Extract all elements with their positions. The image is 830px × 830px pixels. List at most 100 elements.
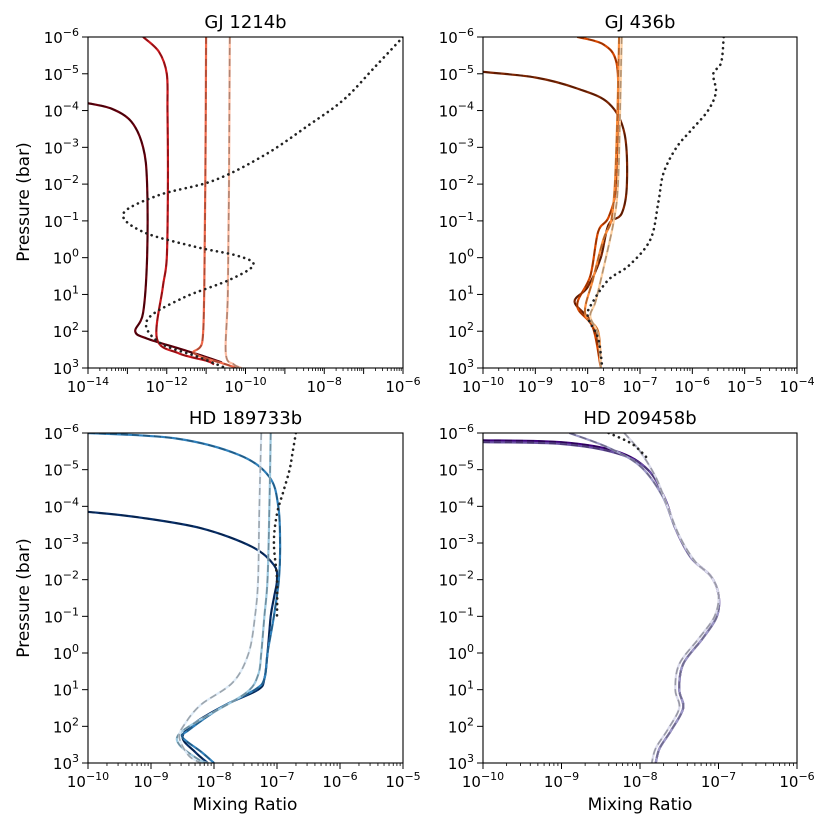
series-group (88, 37, 403, 368)
x-tick-label: 10−5 (385, 770, 420, 791)
panel-3: HD 189733b 10−10 10−9 10−8 10−7 10−6 10−5 10−6 1… (44, 408, 421, 791)
series-line-dashed (623, 433, 720, 763)
y-tick-label: 102 (448, 320, 474, 341)
x-tick-label: 10−9 (544, 770, 579, 791)
y-tick-label: 10−5 (439, 459, 474, 480)
axes-frame (87, 36, 404, 369)
x-tick-label: 10−7 (622, 375, 657, 396)
panel-title: GJ 436b (605, 12, 676, 33)
series-line (568, 433, 721, 763)
series-line (192, 37, 238, 368)
y-tick-label: 10−6 (44, 422, 79, 443)
x-tick-label: 10−9 (133, 770, 168, 791)
y-tick-label: 102 (448, 715, 474, 736)
y-tick-label: 10−5 (439, 63, 474, 84)
y-tick-label: 10−1 (439, 210, 474, 231)
series-line-dashed (589, 37, 623, 368)
series-line-dashed (88, 433, 281, 763)
series-line (483, 441, 721, 763)
panel-1: GJ 1214b 10−14 10−12 10−10 10−8 10−6 10−6 10−5 1… (44, 12, 421, 396)
series-line-dashed (175, 433, 272, 763)
x-axis-label-left: Mixing Ratio (193, 795, 298, 815)
x-tick-label: 10−8 (196, 770, 231, 791)
series-line (178, 433, 263, 763)
y-tick-label: 10−3 (439, 532, 474, 553)
x-tick-label: 10−10 (67, 770, 109, 791)
x-tick-label: 10−7 (701, 770, 736, 791)
x-axis-label-right: Mixing Ratio (588, 795, 693, 815)
x-tick-label: 10−4 (779, 375, 814, 396)
series-line (224, 37, 243, 368)
series-line-dashed (88, 511, 278, 763)
y-tick-label: 100 (448, 642, 474, 663)
x-tick-label: 10−5 (727, 375, 762, 396)
series-line-dashed (88, 102, 223, 364)
series-line-dashed (584, 37, 620, 368)
axes-frame (87, 432, 404, 764)
series-line (576, 37, 620, 368)
x-tick-label: 10−10 (462, 375, 504, 396)
axes-frame (482, 36, 798, 369)
y-tick-label: 10−5 (44, 63, 79, 84)
series-group (88, 433, 298, 763)
y-tick-label: 103 (448, 752, 474, 773)
y-tick-label: 101 (448, 283, 474, 304)
x-tick-label: 10−8 (307, 375, 342, 396)
series-line (88, 510, 279, 763)
series-line (88, 433, 282, 763)
y-tick-label: 100 (448, 247, 474, 268)
x-tick-label: 10−8 (622, 770, 657, 791)
series-line-dashed (224, 37, 242, 368)
y-tick-label: 10−4 (439, 495, 474, 516)
series-line-temperature (272, 433, 298, 618)
panel-2: GJ 436b 10−10 10−9 10−8 10−7 10−6 10−5 10−4 10−6… (439, 12, 815, 396)
y-tick-label: 101 (53, 283, 79, 304)
x-tick-label: 10−10 (462, 770, 504, 791)
y-tick-label: 10−1 (439, 605, 474, 626)
axes-frame (482, 432, 798, 764)
y-tick-label: 101 (53, 679, 79, 700)
y-tick-label: 102 (53, 320, 79, 341)
y-tick-label: 102 (53, 715, 79, 736)
y-tick-label: 10−6 (439, 422, 474, 443)
y-tick-label: 10−5 (44, 459, 79, 480)
y-tick-label: 10−4 (439, 100, 474, 121)
series-line-dashed (483, 71, 628, 368)
series-line-temperature (607, 433, 650, 460)
series-line-dashed (483, 439, 720, 763)
series-line-temperature (121, 37, 403, 368)
y-tick-label: 103 (448, 357, 474, 378)
y-tick-label: 10−3 (439, 136, 474, 157)
x-tick-label: 10−7 (259, 770, 294, 791)
series-line-dashed (192, 37, 238, 368)
y-tick-label: 10−1 (44, 605, 79, 626)
y-tick-label: 100 (53, 247, 79, 268)
series-group (483, 37, 725, 368)
panel-4: HD 209458b 10−10 10−9 10−8 10−7 10−6 10−6 10−5 1… (439, 408, 815, 791)
x-tick-label: 10−6 (779, 770, 814, 791)
y-tick-label: 10−6 (439, 26, 474, 47)
series-line-temperature (586, 37, 725, 368)
y-tick-label: 10−3 (44, 532, 79, 553)
y-tick-label: 10−2 (44, 173, 79, 194)
panel-title: HD 209458b (583, 408, 696, 429)
x-tick-label: 10−6 (675, 375, 710, 396)
x-tick-label: 10−12 (146, 375, 188, 396)
y-tick-label: 10−1 (44, 210, 79, 231)
y-tick-label: 103 (53, 357, 79, 378)
y-tick-label: 103 (53, 752, 79, 773)
series-line-dashed (576, 37, 619, 368)
series-line (623, 433, 720, 763)
panel-title: GJ 1214b (204, 12, 286, 33)
x-tick-label: 10−8 (570, 375, 605, 396)
y-tick-label: 101 (448, 679, 474, 700)
y-tick-label: 10−4 (44, 495, 79, 516)
series-group (483, 433, 721, 763)
panel-title: HD 189733b (189, 408, 302, 429)
series-line (88, 102, 223, 364)
y-axis-label-bottom: Pressure (bar) (14, 538, 34, 657)
x-tick-label: 10−6 (385, 375, 420, 396)
y-axis-label-top: Pressure (bar) (14, 142, 34, 261)
x-tick-label: 10−10 (224, 375, 266, 396)
y-tick-label: 10−2 (439, 569, 474, 590)
